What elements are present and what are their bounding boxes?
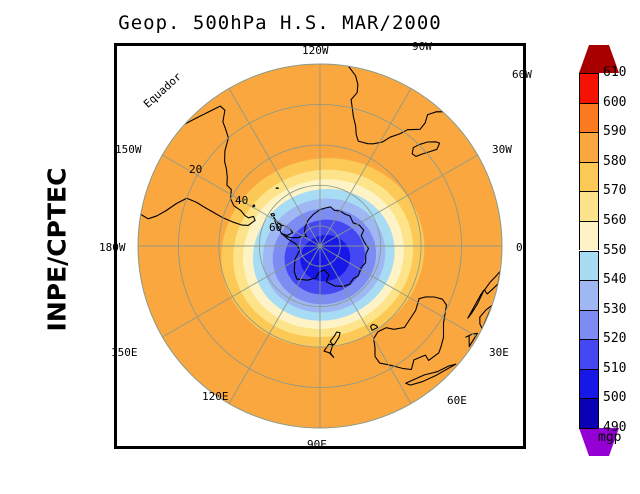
colorbar-tick-label: 540 — [603, 272, 627, 288]
lon-label-180W: 180W — [99, 241, 126, 254]
lat-label-20: 20 — [189, 163, 203, 176]
colorbar-segment — [579, 220, 599, 251]
colorbar-tick-label: 550 — [603, 242, 627, 258]
colorbar-divider — [579, 309, 599, 311]
lat-label-60: 60 — [269, 221, 283, 234]
institute-label: INPE/CPTEC — [42, 167, 72, 332]
colorbar-segment — [579, 191, 599, 221]
colorbar-segment — [579, 280, 599, 310]
graticule-meridian — [228, 245, 321, 404]
colorbar-units-label: mgp — [598, 430, 622, 445]
coastline-path — [329, 331, 341, 346]
colorbar-segment — [579, 73, 599, 103]
colorbar-segment — [579, 250, 599, 281]
colorbar-segment — [579, 102, 599, 133]
colorbar-divider — [579, 339, 599, 341]
colorbar-divider — [579, 368, 599, 370]
map-plot-frame: 120W 90W 60W 30W 0 30E 60E 90E 120E 150E… — [99, 40, 532, 451]
coastline-path — [483, 270, 501, 295]
lon-label-120E: 120E — [202, 390, 229, 403]
graticule — [138, 64, 502, 428]
colorbar-segment — [579, 368, 599, 399]
coastline-path — [467, 289, 485, 319]
colorbar-segment — [579, 161, 599, 192]
coastline-path — [493, 187, 502, 196]
colorbar-segment — [579, 398, 599, 428]
colorbar-divider — [579, 250, 599, 252]
colorbar-divider — [579, 280, 599, 282]
graticule-meridian — [319, 88, 412, 247]
lon-label-150W: 150W — [115, 143, 142, 156]
colorbar-divider — [579, 191, 599, 193]
lon-label-60E: 60E — [447, 394, 467, 407]
coastline-path — [270, 212, 276, 217]
graticule-meridian — [319, 245, 478, 338]
lon-label-120W: 120W — [302, 44, 329, 57]
colorbar-divider — [579, 161, 599, 163]
lon-label-60W: 60W — [512, 68, 532, 81]
contour-band — [300, 235, 351, 282]
polar-map — [137, 63, 503, 429]
map-clip — [117, 46, 523, 446]
lon-label-90E: 90E — [307, 438, 327, 451]
colorbar-segment — [579, 309, 599, 340]
contour-bands — [138, 64, 502, 428]
lon-label-30W: 30W — [492, 143, 512, 156]
colorbar-divider — [579, 398, 599, 400]
colorbar-segment — [579, 132, 599, 162]
colorbar-tick-label: 500 — [603, 390, 627, 406]
colorbar-tick-label: 590 — [603, 124, 627, 140]
colorbar: 610 600 590 580 570 560 550 540 530 520 510 500 490 — [579, 45, 626, 456]
colorbar-tick-label: 600 — [603, 94, 627, 110]
colorbar-divider — [579, 428, 599, 429]
coastline-path — [411, 141, 441, 157]
graticule-meridian — [162, 245, 321, 338]
graticule-meridian — [162, 154, 321, 247]
coastline-path — [347, 65, 444, 145]
colorbar-tick-label: 610 — [603, 65, 627, 80]
coastlines — [140, 65, 502, 386]
lon-label-150E: 150E — [111, 346, 138, 359]
colorbar-divider — [579, 132, 599, 134]
colorbar-divider — [579, 73, 599, 74]
lon-label-90W: 90W — [412, 40, 432, 53]
colorbar-divider — [579, 220, 599, 222]
lon-label-30E: 30E — [489, 346, 509, 359]
colorbar-tick-label: 510 — [603, 360, 627, 376]
colorbar-divider — [579, 102, 599, 104]
colorbar-tick-label: 580 — [603, 153, 627, 169]
colorbar-tick-label: 570 — [603, 183, 627, 199]
colorbar-arrow-high — [579, 45, 619, 73]
graticule-meridian — [319, 154, 478, 247]
coastline-path — [140, 105, 256, 226]
equator-circle — [137, 63, 503, 429]
colorbar-tick-label: 490 — [603, 420, 627, 435]
lat-label-40: 40 — [235, 194, 249, 207]
coastline-path — [373, 296, 448, 371]
coastline-path — [370, 323, 379, 331]
colorbar-arrow-low — [579, 428, 619, 456]
graticule-meridian — [228, 88, 321, 247]
coastline-path — [405, 363, 457, 386]
chart-title: Geop. 500hPa H.S. MAR/2000 — [118, 12, 442, 34]
colorbar-segment — [579, 339, 599, 369]
lon-label-0: 0 — [516, 241, 523, 254]
coastline-path — [323, 343, 335, 358]
colorbar-tick-label: 520 — [603, 331, 627, 347]
colorbar-tick-label: 530 — [603, 301, 627, 317]
graticule-meridian — [319, 245, 412, 404]
colorbar-tick-label: 560 — [603, 212, 627, 228]
